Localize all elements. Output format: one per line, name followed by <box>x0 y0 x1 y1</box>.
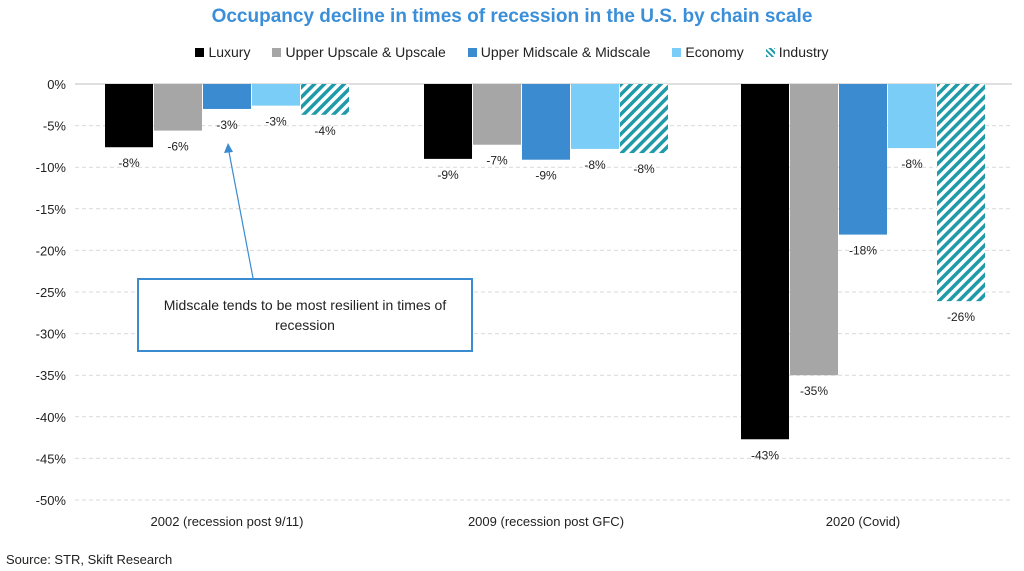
data-label: -35% <box>800 384 828 398</box>
data-label: -43% <box>751 448 779 462</box>
bar-upper-upscale-upscale <box>473 84 521 145</box>
bar-industry <box>301 84 349 115</box>
y-tick-label: -15% <box>36 202 67 217</box>
x-tick-label: 2020 (Covid) <box>826 514 900 529</box>
bar-economy <box>888 84 936 149</box>
legend-swatch <box>195 47 205 57</box>
legend-item: Upper Upscale & Upscale <box>272 44 446 60</box>
data-label: -8% <box>584 158 606 172</box>
legend-label: Luxury <box>208 44 251 60</box>
bar-upper-midscale-midscale <box>839 84 887 235</box>
legend-swatch <box>272 47 282 57</box>
source-note: Source: STR, Skift Research <box>6 552 173 567</box>
legend: Luxury Upper Upscale & Upscale Upper Midsc… <box>0 44 1024 60</box>
y-tick-label: -40% <box>36 410 67 425</box>
bar-upper-midscale-midscale <box>203 84 251 109</box>
legend-swatch <box>467 47 477 57</box>
legend-label: Upper Upscale & Upscale <box>285 44 446 60</box>
y-tick-label: -25% <box>36 285 67 300</box>
y-tick-label: 0% <box>47 77 66 92</box>
y-tick-label: -20% <box>36 243 67 258</box>
data-label: -9% <box>437 168 459 182</box>
y-tick-label: -50% <box>36 493 67 508</box>
bar-luxury <box>741 84 789 440</box>
legend-swatch <box>765 47 775 57</box>
y-tick-label: -10% <box>36 160 67 175</box>
legend-label: Upper Midscale & Midscale <box>480 44 651 60</box>
y-tick-label: -45% <box>36 451 67 466</box>
bar-industry <box>937 84 985 302</box>
legend-label: Industry <box>778 44 829 60</box>
legend-item: Luxury <box>195 44 250 60</box>
data-label: -3% <box>216 118 238 132</box>
data-label: -18% <box>849 244 877 258</box>
data-label: -6% <box>167 140 189 154</box>
bar-economy <box>252 84 300 106</box>
y-tick-label: -35% <box>36 368 67 383</box>
data-label: -9% <box>535 169 557 183</box>
x-tick-label: 2002 (recession post 9/11) <box>151 514 304 529</box>
chart-title: Occupancy decline in times of recession … <box>211 6 813 27</box>
y-tick-label: -5% <box>43 119 67 134</box>
bar-upper-upscale-upscale <box>154 84 202 131</box>
data-label: -8% <box>118 156 140 170</box>
legend-label: Economy <box>685 44 744 60</box>
bar-industry <box>620 84 668 154</box>
bar-luxury <box>105 84 153 148</box>
data-label: -8% <box>901 157 923 171</box>
data-label: -3% <box>265 115 287 129</box>
annotation-arrow <box>228 151 254 279</box>
bar-upper-midscale-midscale <box>522 84 570 160</box>
y-tick-label: -30% <box>36 327 67 342</box>
x-tick-label: 2009 (recession post GFC) <box>468 514 624 529</box>
legend-item: Economy <box>672 44 744 60</box>
data-label: -8% <box>633 162 655 176</box>
legend-item: Upper Midscale & Midscale <box>467 44 651 60</box>
data-label: -4% <box>314 124 336 138</box>
bar-economy <box>571 84 619 149</box>
legend-swatch <box>672 47 682 57</box>
arrow-head-icon <box>224 143 233 153</box>
data-label: -26% <box>947 310 975 324</box>
data-label: -7% <box>486 154 508 168</box>
bar-upper-upscale-upscale <box>790 84 838 376</box>
legend-item: Industry <box>765 44 829 60</box>
annotation-box: Midscale tends to be most resilient in t… <box>137 278 473 352</box>
bar-luxury <box>424 84 472 159</box>
